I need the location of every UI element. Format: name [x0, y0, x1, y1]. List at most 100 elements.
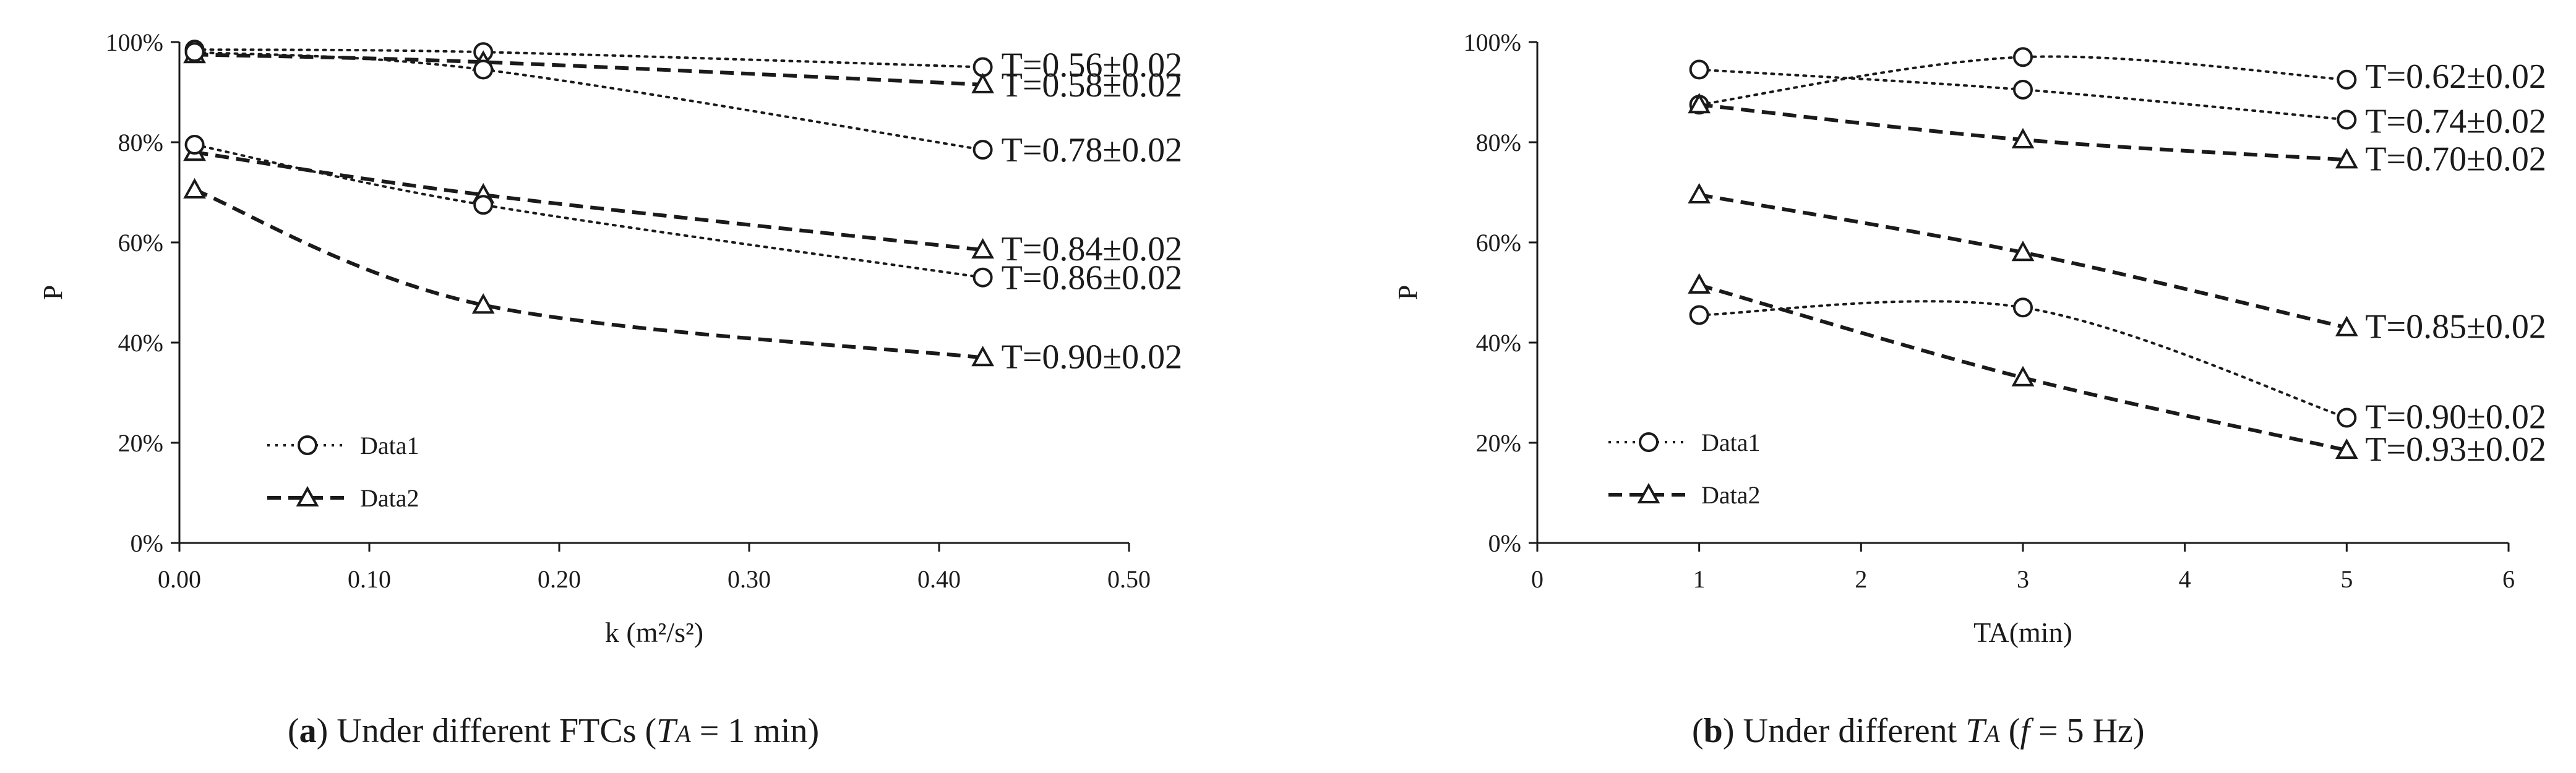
- chart-b-y-tick-label: 0%: [1488, 529, 1521, 557]
- caption-b-text: Under different: [1734, 712, 1966, 750]
- chart-b-series-1-point-1: [2013, 79, 2033, 100]
- chart-b-x-tick-label: 2: [1855, 565, 1867, 593]
- chart-a-x-tick-label: 0.00: [158, 565, 201, 593]
- chart-b-y-axis-label: P: [1393, 285, 1423, 300]
- chart-a-series-1-label: T=0.58±0.02: [1002, 66, 1183, 105]
- caption-b: (b) Under different TA (f = 5 Hz): [1692, 712, 2145, 750]
- chart-a-series-1-point-2: [971, 72, 995, 93]
- chart-b-y-tick-label: 100%: [1464, 28, 1521, 56]
- chart-b-series-4-point-1: [2013, 297, 2033, 318]
- chart-b-series-0-point-2: [2337, 69, 2357, 90]
- chart-b-legend-label-1: Data2: [1701, 481, 1761, 509]
- chart-b-series-1-point-0: [1689, 59, 1709, 80]
- chart-a-series-5-point-1: [471, 293, 495, 314]
- chart-a-series-4-point-2: [972, 267, 993, 288]
- caption-a-math: T: [656, 712, 676, 750]
- chart-b-series-5-label: T=0.93±0.02: [2365, 430, 2546, 469]
- chart-a-series-4-line: [193, 143, 984, 279]
- chart-a-y-tick-label: 100%: [106, 28, 163, 56]
- chart-a-series-5-point-0: [183, 177, 206, 199]
- chart-a-series-1-line: [194, 53, 983, 87]
- caption-a-text-after: = 1 min): [690, 712, 820, 750]
- chart-a-series-5-line: [194, 188, 983, 360]
- chart-b-series-2-point-1: [2011, 127, 2035, 148]
- chart-a-x-tick-label: 0.50: [1107, 565, 1151, 593]
- chart-a-x-axis-label: k (m²/s²): [605, 617, 703, 648]
- chart-b-series-0-line: [1698, 55, 2348, 106]
- chart-a-series-2-point-2: [972, 140, 993, 160]
- chart-a-series-0-label: T=0.56±0.02: [1002, 46, 1183, 85]
- chart-b-legend-marker-1: [1637, 482, 1660, 503]
- chart-b-series-0-point-1: [2013, 47, 2033, 67]
- chart-b-series-1-point-2: [2337, 109, 2357, 130]
- chart-b-series-1-label: T=0.74±0.02: [2365, 103, 2546, 141]
- chart-a-x-tick-label: 0.10: [348, 565, 391, 593]
- chart-b-y-tick-label: 40%: [1476, 329, 1521, 357]
- chart-b-y-tick-label: 60%: [1476, 229, 1521, 257]
- chart-b-x-tick-label: 4: [2179, 565, 2191, 593]
- chart-a-legend-marker-1: [296, 485, 319, 506]
- chart-b-series-2-point-0: [1688, 93, 1711, 114]
- chart-a-series-2-point-0: [184, 42, 205, 62]
- caption-a-letter: a: [299, 712, 317, 750]
- chart-a-series-0-line: [193, 48, 984, 69]
- caption-a-sub: A: [676, 720, 691, 748]
- chart-b-series-3-point-0: [1688, 182, 1711, 204]
- chart-a-series-4-point-1: [473, 195, 494, 215]
- chart-b-legend-label-0: Data1: [1701, 429, 1761, 456]
- chart-a-y-tick-label: 40%: [118, 329, 163, 357]
- chart-a-y-axis-label: P: [38, 285, 68, 300]
- caption-b-text-after: = 5 Hz): [2030, 712, 2145, 750]
- chart-b-series-4-point-0: [1689, 305, 1709, 325]
- chart-b-y-tick-label: 20%: [1476, 429, 1521, 457]
- chart-b-series-3-label: T=0.85±0.02: [2365, 308, 2546, 346]
- caption-b-letter: b: [1703, 712, 1723, 750]
- chart-b-series-0-label: T=0.62±0.02: [2365, 58, 2546, 96]
- chart-b-series-5-point-1: [2011, 365, 2035, 386]
- chart-b-series-3-point-1: [2011, 241, 2035, 262]
- chart-a-y-tick-label: 20%: [118, 429, 163, 457]
- chart-b-series-4-label: T=0.90±0.02: [2365, 398, 2546, 437]
- caption-a-text: Under different FTCs (: [328, 712, 657, 750]
- chart-a-x-tick-label: 0.20: [538, 565, 581, 593]
- chart-a-series-3-label: T=0.84±0.02: [1002, 230, 1183, 268]
- chart-b-x-tick-label: 5: [2340, 565, 2353, 593]
- chart-a-series-4-point-0: [184, 135, 205, 155]
- chart-a-y-tick-label: 80%: [118, 129, 163, 156]
- chart-b-x-tick-label: 0: [1531, 565, 1543, 593]
- chart-b-series-4-point-2: [2337, 408, 2357, 428]
- caption-b-sub: A: [1985, 720, 2000, 748]
- chart-a-series-4-label: T=0.86±0.02: [1002, 259, 1183, 297]
- chart-b-series-3-point-2: [2335, 315, 2358, 336]
- chart-b-legend-marker-0: [1639, 432, 1659, 452]
- chart-a-series-3-point-2: [971, 238, 995, 259]
- chart-a-x-tick-label: 0.40: [917, 565, 961, 593]
- chart-a-series-2-label: T=0.78±0.02: [1002, 131, 1183, 169]
- chart-a-legend-label-1: Data2: [360, 484, 419, 512]
- chart-b: 0% 20% 40% 60% 80% 100% 0 1 2 3 4 5 6 P TA(min) T=0.62±…: [1393, 28, 2546, 648]
- chart-b-series-5-point-0: [1688, 273, 1711, 294]
- caption-b-math2: f: [2020, 712, 2030, 750]
- chart-a-y-tick-label: 60%: [118, 229, 163, 257]
- chart-b-series-4-line: [1698, 300, 2348, 419]
- chart-a-series-2-point-1: [473, 59, 494, 80]
- chart-b-series-2-label: T=0.70±0.02: [2365, 140, 2546, 178]
- chart-b-x-tick-label: 3: [2017, 565, 2029, 593]
- chart-b-x-tick-label: 1: [1693, 565, 1706, 593]
- chart-b-series-2-point-2: [2335, 148, 2358, 169]
- chart-a-x-tick-label: 0.30: [728, 565, 771, 593]
- caption-b-paren: (: [1999, 712, 2020, 750]
- chart-a-series-3-line: [194, 150, 983, 252]
- chart-a: 0% 20% 40% 60% 80% 100% 0.00 0.10 0.20 0.30 0.40 0.…: [38, 28, 1182, 648]
- chart-a-legend-marker-0: [298, 435, 317, 455]
- chart-a-series-2-line: [193, 51, 984, 152]
- caption-a: (a) Under different FTCs (TA = 1 min): [288, 712, 820, 750]
- chart-b-series-5-point-2: [2335, 438, 2358, 459]
- chart-a-legend-label-0: Data1: [360, 432, 419, 459]
- chart-b-y-tick-label: 80%: [1476, 129, 1521, 156]
- chart-b-x-axis-label: TA(min): [1973, 617, 2072, 648]
- chart-b-x-tick-label: 6: [2502, 565, 2515, 593]
- chart-a-series-5-label: T=0.90±0.02: [1002, 338, 1183, 376]
- chart-a-y-tick-label: 0%: [131, 529, 163, 557]
